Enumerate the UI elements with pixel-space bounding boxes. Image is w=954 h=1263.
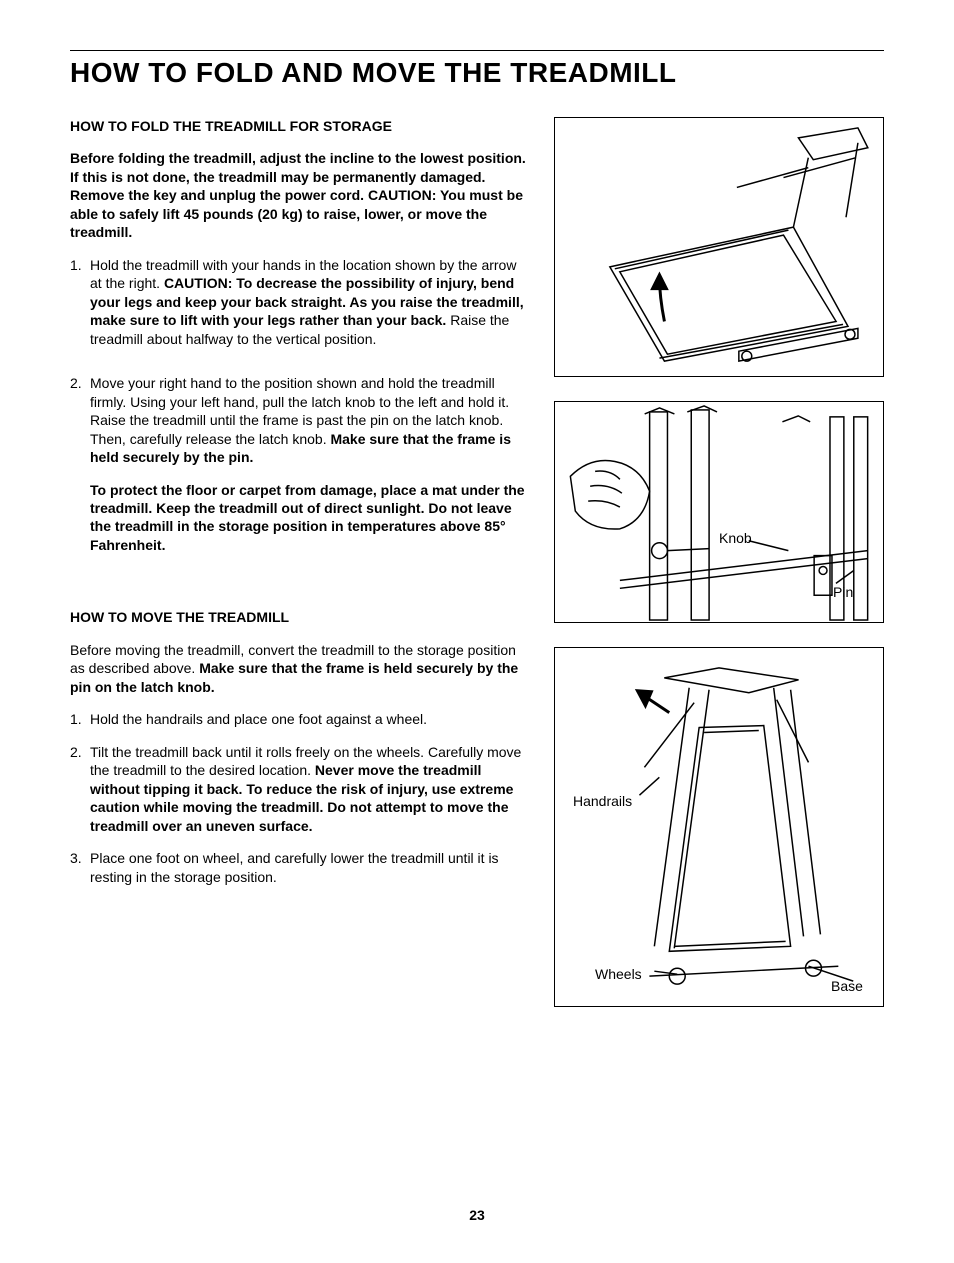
- text-bold: To protect the floor or carpet from dama…: [90, 481, 530, 555]
- move-step-3: 3. Place one foot on wheel, and carefull…: [70, 849, 530, 886]
- fold-step-1: 1. Hold the treadmill with your hands in…: [70, 256, 530, 348]
- figure-fold-raise: [554, 117, 884, 377]
- fold-heading: HOW TO FOLD THE TREADMILL FOR STORAGE: [70, 117, 530, 135]
- manual-page: HOW TO FOLD AND MOVE THE TREADMILL HOW T…: [0, 0, 954, 1263]
- spacer: [70, 568, 530, 608]
- label-knob: Knob: [719, 530, 752, 546]
- move-step-1: 1. Hold the handrails and place one foot…: [70, 710, 530, 728]
- step-number: 2.: [70, 374, 90, 554]
- label-handrails: Handrails: [573, 793, 632, 809]
- text-column: HOW TO FOLD THE TREADMILL FOR STORAGE Be…: [70, 117, 530, 1007]
- move-heading: HOW TO MOVE THE TREADMILL: [70, 608, 530, 626]
- page-title: HOW TO FOLD AND MOVE THE TREADMILL: [70, 57, 884, 89]
- move-steps: 1. Hold the handrails and place one foot…: [70, 710, 530, 886]
- step-body: Hold the treadmill with your hands in th…: [90, 256, 530, 348]
- label-base: Base: [831, 978, 863, 994]
- top-rule: [70, 50, 884, 51]
- step-body: Move your right hand to the position sho…: [90, 374, 530, 554]
- treadmill-raise-icon: [555, 118, 883, 376]
- step-number: 1.: [70, 256, 90, 348]
- figure-column: Knob Pin: [554, 117, 884, 1007]
- step-body: Place one foot on wheel, and carefully l…: [90, 849, 530, 886]
- treadmill-move-icon: [555, 648, 883, 1006]
- move-step-2: 2. Tilt the treadmill back until it roll…: [70, 743, 530, 835]
- label-pin: Pin: [833, 584, 853, 600]
- content-columns: HOW TO FOLD THE TREADMILL FOR STORAGE Be…: [70, 117, 884, 1007]
- step-number: 1.: [70, 710, 90, 728]
- fold-step-2: 2. Move your right hand to the position …: [70, 374, 530, 554]
- label-wheels: Wheels: [595, 966, 642, 982]
- fold-intro: Before folding the treadmill, adjust the…: [70, 149, 530, 241]
- page-number: 23: [70, 1207, 884, 1223]
- step-number: 2.: [70, 743, 90, 835]
- step-number: 3.: [70, 849, 90, 886]
- figure-move: Handrails Wheels Base: [554, 647, 884, 1007]
- step-body: Tilt the treadmill back until it rolls f…: [90, 743, 530, 835]
- step-body: Hold the handrails and place one foot ag…: [90, 710, 530, 728]
- figure-latch: Knob Pin: [554, 401, 884, 623]
- move-intro: Before moving the treadmill, convert the…: [70, 641, 530, 696]
- fold-steps: 1. Hold the treadmill with your hands in…: [70, 256, 530, 555]
